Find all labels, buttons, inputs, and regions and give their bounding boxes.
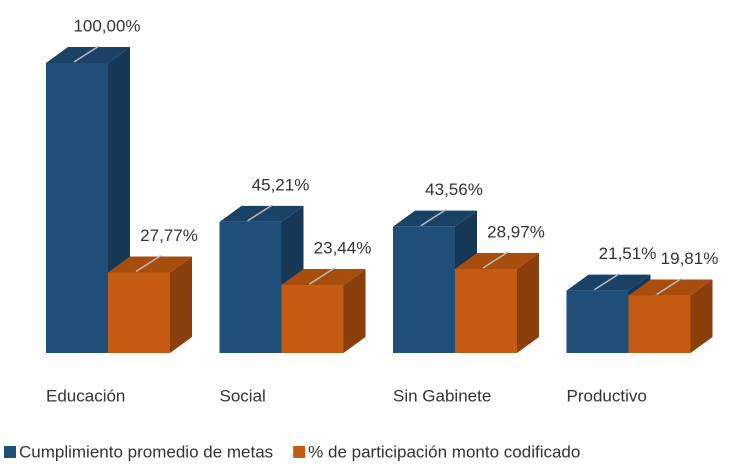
data-label: 21,51% — [599, 244, 657, 263]
bar-top — [628, 279, 713, 296]
bar-3d — [628, 279, 713, 353]
bar-side — [517, 252, 539, 353]
x-tick-label: Educación — [46, 386, 125, 405]
leader-line — [656, 277, 682, 296]
bar-top — [281, 269, 366, 286]
bar — [108, 272, 170, 353]
bar-3d — [393, 210, 477, 353]
leader-line — [135, 254, 162, 273]
bar-3d — [281, 269, 366, 353]
legend-swatch — [293, 446, 306, 458]
bar-top — [219, 205, 304, 222]
data-label: 28,97% — [487, 222, 545, 241]
bar-3d — [219, 205, 304, 353]
leader-line — [420, 209, 447, 227]
x-tick-label: Social — [220, 386, 266, 405]
bar — [46, 63, 108, 353]
bar-top — [108, 256, 192, 273]
legend-swatch — [4, 446, 16, 458]
bar — [219, 221, 282, 353]
bar — [566, 290, 629, 353]
data-label: 27,77% — [140, 226, 198, 245]
bar-3d — [455, 252, 539, 353]
x-tick-label: Productivo — [567, 386, 647, 405]
legend-label: Cumplimiento promedio de metas — [19, 442, 273, 461]
bar-top — [393, 210, 477, 227]
data-label: 43,56% — [425, 180, 483, 199]
bar — [628, 295, 691, 353]
data-label: 23,44% — [314, 239, 372, 258]
bar-top — [46, 47, 130, 63]
leader-line — [482, 251, 509, 269]
leader-line — [73, 45, 100, 63]
bar — [281, 285, 344, 353]
bar-side — [170, 256, 192, 353]
data-label: 45,21% — [252, 175, 310, 194]
data-label: 19,81% — [661, 249, 719, 268]
x-tick-label: Sin Gabinete — [393, 386, 491, 405]
bar-top — [455, 252, 539, 269]
bar — [455, 268, 517, 353]
bar-side — [690, 279, 713, 353]
leader-line — [247, 204, 273, 222]
bar-top — [566, 274, 651, 291]
bar-side — [343, 269, 366, 353]
leader-line — [309, 267, 335, 285]
bar-3d — [108, 256, 192, 353]
legend-label: % de participación monto codificado — [308, 442, 580, 461]
bar — [393, 226, 455, 353]
leader-line — [594, 272, 620, 291]
data-label: 100,00% — [73, 16, 140, 35]
